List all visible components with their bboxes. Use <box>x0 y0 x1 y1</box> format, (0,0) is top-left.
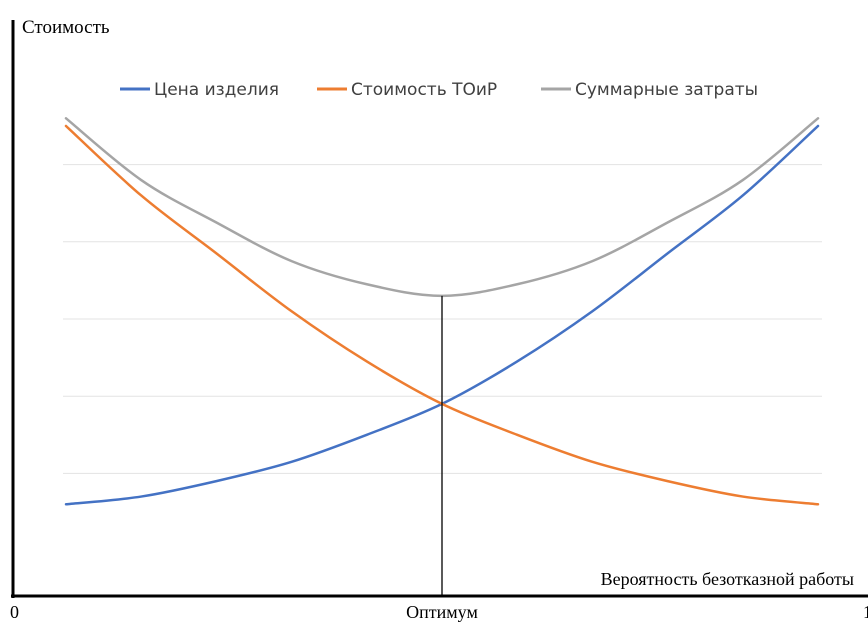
legend-label: Суммарные затраты <box>575 80 758 100</box>
x-tick-label-end: 1 <box>863 602 868 622</box>
legend-item: Стоимость ТОиР <box>317 80 497 100</box>
legend: Цена изделия Стоимость ТОиР Суммарные за… <box>120 80 758 100</box>
series-line <box>64 117 820 298</box>
y-axis-label: Стоимость <box>22 17 110 38</box>
legend-label: Стоимость ТОиР <box>351 80 497 100</box>
series-line <box>64 124 820 506</box>
x-axis-label: Вероятность безотказной работы <box>601 569 854 589</box>
legend-label: Цена изделия <box>154 80 279 100</box>
legend-item: Цена изделия <box>120 80 279 100</box>
optimum-label: Оптимум <box>406 602 478 622</box>
series-line <box>64 124 820 506</box>
x-tick-label-start: 0 <box>10 602 19 622</box>
legend-item: Суммарные затраты <box>541 80 758 100</box>
